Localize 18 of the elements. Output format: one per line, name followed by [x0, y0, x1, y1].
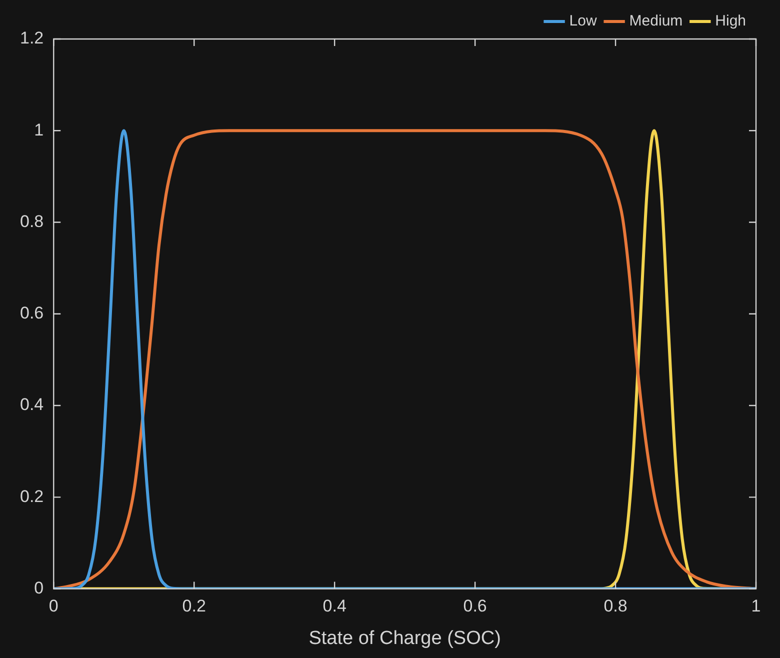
legend-label: High [715, 12, 746, 30]
y-tick-label: 1.2 [20, 28, 44, 48]
y-tick-label: 0.2 [20, 486, 44, 506]
y-tick-label: 0 [34, 578, 44, 598]
x-tick-label: 1 [751, 596, 761, 616]
y-tick-label: 0.6 [20, 304, 44, 323]
x-tick-label: 0.4 [322, 596, 346, 616]
x-tick-label: 0.6 [463, 596, 487, 616]
legend-label: Low [569, 12, 597, 30]
x-tick-label: 0.2 [182, 596, 206, 616]
x-tick-label: 0 [48, 596, 58, 616]
x-tick-label: 0.8 [604, 596, 628, 616]
y-tick-label: 0.8 [20, 212, 44, 231]
y-tick-label: 0.4 [20, 395, 44, 414]
x-axis-title: State of Charge (SOC) [308, 628, 501, 649]
legend-label: Medium [629, 12, 683, 30]
y-tick-label: 1 [34, 120, 44, 140]
line-series [54, 129, 756, 589]
